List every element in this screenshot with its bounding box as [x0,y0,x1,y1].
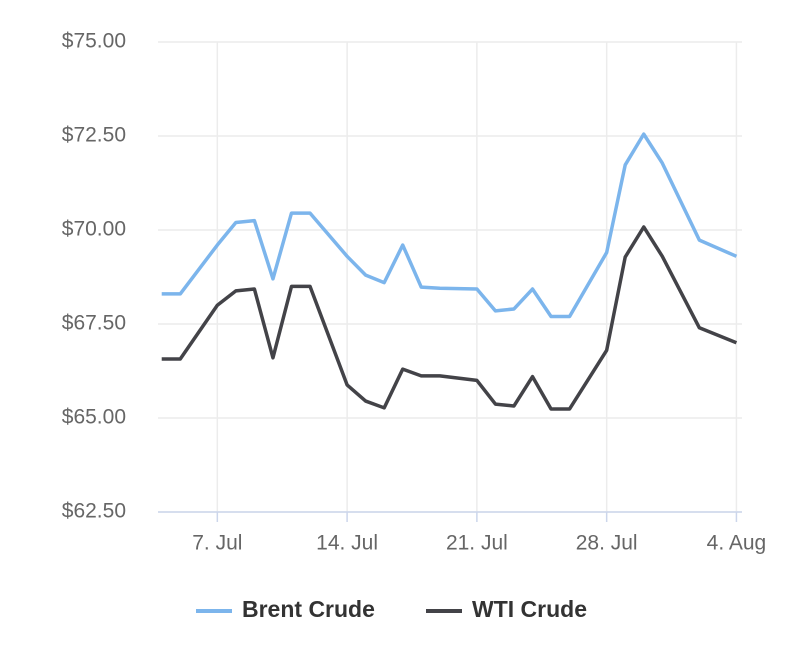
x-tick-label: 28. Jul [576,532,638,555]
x-tick-label: 14. Jul [316,532,378,555]
y-tick-label: $65.00 [62,406,126,429]
y-tick-label: $67.50 [62,312,126,335]
y-tick-label: $70.00 [62,218,126,241]
y-tick-label: $62.50 [62,500,126,523]
series-line [161,132,738,319]
y-tick-label: $72.50 [62,124,126,147]
x-tick-label: 21. Jul [446,532,508,555]
x-tick-label: 4. Aug [707,532,767,555]
legend-label[interactable]: Brent Crude [242,596,375,622]
legend-label[interactable]: WTI Crude [472,596,587,622]
y-tick-label: $75.00 [62,30,126,53]
x-tick-label: 7. Jul [192,532,242,555]
series-line [161,225,738,411]
